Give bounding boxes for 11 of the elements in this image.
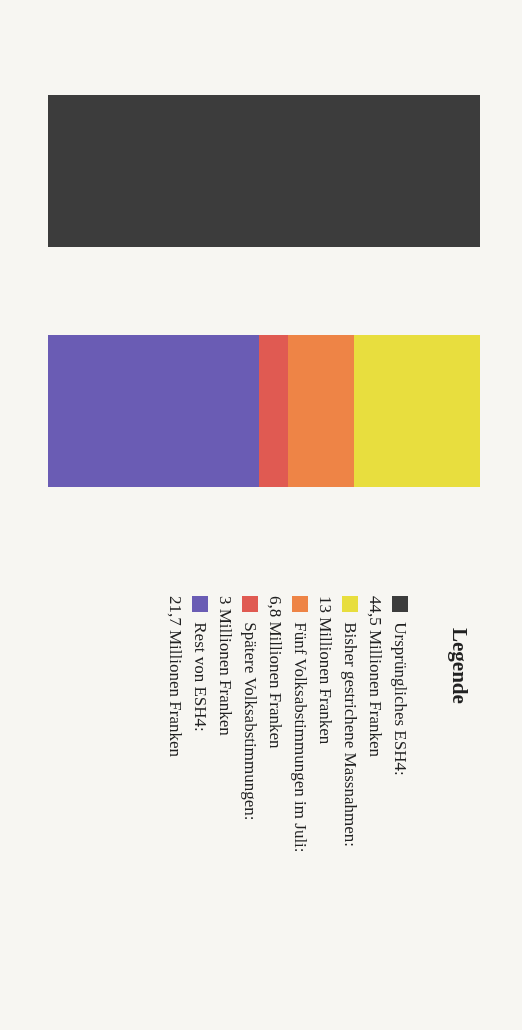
legend-title: Legende xyxy=(447,627,472,706)
legend-label: Ursprüngliches ESH4: xyxy=(391,621,410,776)
text: 6,8 Millionen Franken xyxy=(265,596,286,751)
legend-label: Rest von ESH4: xyxy=(191,621,210,732)
text: 44,5 Millionen Franken xyxy=(365,596,386,759)
legend-label: Fünf Volksabstimmungen im Juli: xyxy=(291,621,310,853)
legend-label: Spätere Volksabstimmungen: xyxy=(241,621,260,821)
text: 3 Millionen Franken xyxy=(215,596,236,738)
legend-label: Bisher gestrichene Massnahmen: xyxy=(341,621,360,847)
text: 13 Millionen Franken xyxy=(315,596,336,747)
text: 21,7 Millionen Franken xyxy=(165,596,186,759)
